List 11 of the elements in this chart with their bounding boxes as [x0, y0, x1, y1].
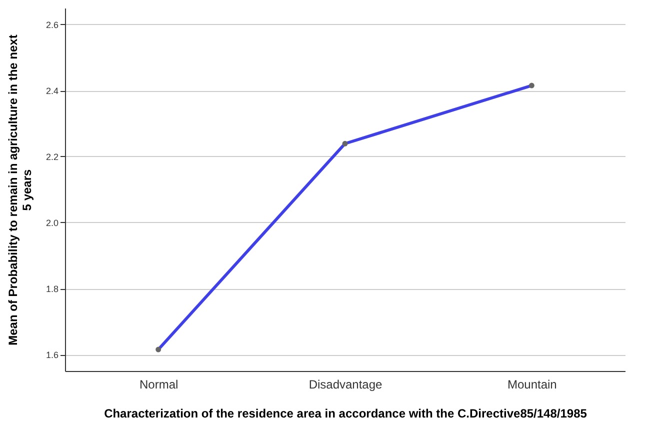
y-tick-label: 2.6 — [46, 20, 58, 30]
y-tick-label: 1.8 — [46, 284, 58, 294]
x-tick-label: Normal — [139, 378, 178, 392]
x-tick-label: Mountain — [507, 378, 557, 392]
y-tick-label: 2.0 — [46, 218, 58, 228]
y-tick-label: 1.6 — [46, 350, 58, 360]
x-axis-title: Characterization of the residence area in accordance with the C.Directive85/148/1985 — [104, 406, 588, 420]
y-tick-label: 2.4 — [46, 86, 58, 96]
x-tick-label: Disadvantage — [308, 378, 383, 392]
y-tick-label: 2.2 — [46, 152, 58, 162]
y-axis-title: Mean of Probability to remain in agriculture in the next 5 years — [6, 34, 34, 346]
